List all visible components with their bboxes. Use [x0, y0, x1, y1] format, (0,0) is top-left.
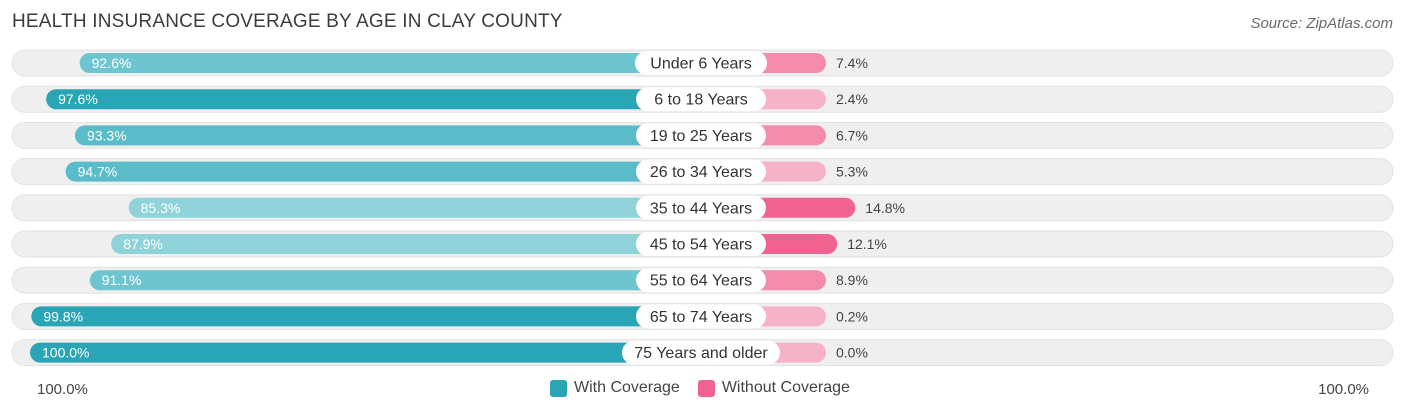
with-coverage-bar	[31, 306, 702, 327]
category-pill	[636, 87, 766, 112]
without-coverage-value: 5.3%	[836, 164, 868, 180]
chart-row: 87.9% 12.1% 45 to 54 Years	[11, 230, 1394, 258]
without-coverage-value: 0.2%	[836, 308, 868, 324]
legend-item-without-coverage[interactable]: Without Coverage	[697, 379, 850, 397]
chart-row: 97.6% 2.4% 6 to 18 Years	[11, 85, 1394, 113]
legend-item-with-coverage[interactable]: With Coverage	[550, 379, 680, 397]
with-coverage-value: 97.6%	[58, 91, 98, 107]
without-coverage-value: 12.1%	[847, 236, 887, 252]
chart-title: HEALTH INSURANCE COVERAGE BY AGE IN CLAY…	[12, 11, 563, 32]
with-coverage-bar	[128, 197, 702, 218]
category-pill	[636, 268, 766, 293]
chart-row: 94.7% 5.3% 26 to 34 Years	[11, 158, 1394, 186]
right-axis-label: 100.0%	[1318, 381, 1369, 398]
with-coverage-value: 85.3%	[141, 200, 181, 216]
chart-row: 91.1% 8.9% 55 to 64 Years	[11, 266, 1394, 294]
category-label: Under 6 Years	[650, 56, 751, 73]
category-pill	[636, 123, 766, 148]
without-coverage-value: 7.4%	[836, 55, 868, 71]
with-coverage-swatch	[550, 379, 567, 397]
category-pill	[622, 340, 780, 365]
category-label: 6 to 18 Years	[654, 92, 747, 109]
with-coverage-value: 87.9%	[123, 236, 163, 252]
category-label: 19 to 25 Years	[650, 128, 752, 145]
chart-row: 85.3% 14.8% 35 to 44 Years	[11, 194, 1394, 222]
without-coverage-value: 6.7%	[836, 127, 868, 143]
without-coverage-value: 2.4%	[836, 91, 868, 107]
with-coverage-value: 100.0%	[42, 345, 89, 361]
without-coverage-value: 8.9%	[836, 272, 868, 288]
category-label: 55 to 64 Years	[650, 273, 752, 290]
with-coverage-value: 91.1%	[102, 272, 142, 288]
with-coverage-bar	[111, 234, 702, 254]
without-coverage-value: 14.8%	[865, 200, 905, 216]
category-pill	[636, 232, 766, 256]
with-coverage-bar	[89, 270, 702, 291]
with-coverage-value: 99.8%	[43, 308, 83, 324]
category-label: 45 to 54 Years	[650, 237, 752, 254]
with-coverage-bar	[46, 89, 701, 110]
without-coverage-swatch	[697, 379, 715, 397]
category-pill	[636, 159, 766, 184]
with-coverage-value: 92.6%	[92, 55, 132, 71]
legend: With Coverage Without Coverage	[550, 379, 868, 397]
category-label: 26 to 34 Years	[650, 164, 752, 181]
legend-label-without-coverage: Without Coverage	[721, 379, 850, 396]
with-coverage-value: 94.7%	[78, 164, 118, 180]
category-label: 65 to 74 Years	[650, 309, 752, 326]
chart-row: 93.3% 6.7% 19 to 25 Years	[11, 121, 1394, 149]
category-pill	[636, 304, 766, 329]
chart-row: 99.8% 0.2% 65 to 74 Years	[11, 302, 1394, 330]
with-coverage-bar	[79, 53, 702, 73]
chart-row: 100.0% 0.0% 75 Years and older	[11, 339, 1394, 367]
category-pill	[636, 195, 766, 220]
source-label: Source: ZipAtlas.com	[1250, 15, 1393, 32]
with-coverage-bar	[74, 125, 701, 146]
category-label: 35 to 44 Years	[650, 200, 752, 217]
legend-label-with-coverage: With Coverage	[574, 379, 680, 396]
with-coverage-bar	[30, 342, 701, 363]
chart-row: 92.6% 7.4% Under 6 Years	[11, 49, 1394, 77]
category-pill	[635, 51, 767, 75]
with-coverage-value: 93.3%	[87, 127, 127, 143]
left-axis-label: 100.0%	[37, 381, 88, 398]
without-coverage-value: 0.0%	[836, 345, 868, 361]
with-coverage-bar	[65, 161, 702, 182]
category-label: 75 Years and older	[634, 345, 768, 362]
